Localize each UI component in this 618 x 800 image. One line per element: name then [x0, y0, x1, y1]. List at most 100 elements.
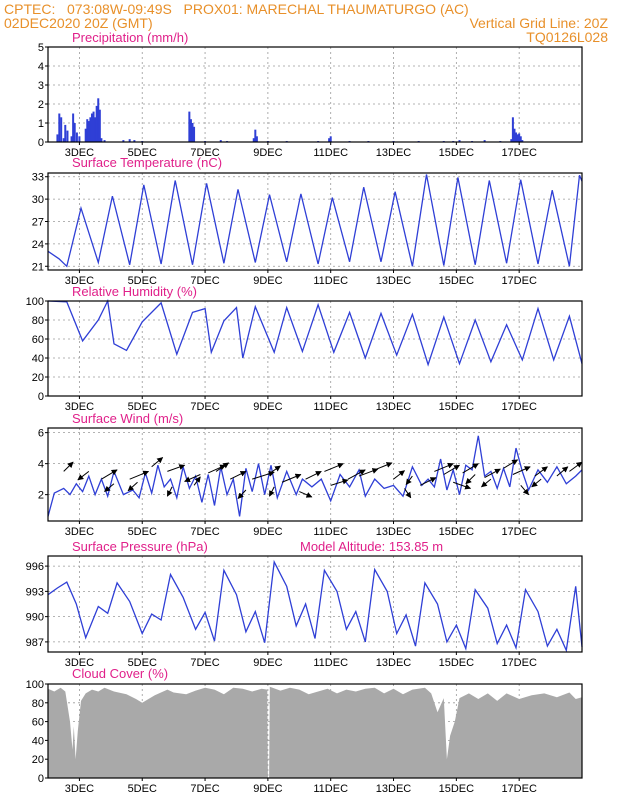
panel-frame — [47, 555, 583, 653]
x-tick-label: 3DEC — [65, 657, 94, 669]
series-line-rh — [47, 298, 583, 367]
precip-bar — [122, 140, 125, 142]
panel-frame — [47, 172, 583, 271]
x-tick-label: 5DEC — [128, 526, 157, 538]
wind-vector-arrow — [324, 462, 344, 472]
header-model-id: TQ0126L028 — [526, 29, 608, 45]
x-tick-label: 13DEC — [376, 657, 412, 669]
wind-vector-arrow — [193, 476, 201, 486]
precip-bar — [73, 123, 76, 142]
x-tick-label: 9DEC — [253, 275, 282, 287]
wind-vector-arrow — [374, 462, 393, 471]
x-tick-label: 17DEC — [501, 401, 537, 413]
wind-vector-arrow — [465, 474, 476, 485]
x-tick-label: 3DEC — [65, 783, 94, 795]
x-tick-label: 17DEC — [501, 657, 537, 669]
wind-vector-arrow — [534, 466, 548, 477]
precip-bar — [95, 105, 98, 142]
x-tick-label: 5DEC — [128, 401, 157, 413]
precip-bar — [252, 138, 255, 142]
precip-bar — [100, 138, 103, 142]
y-tick-label: 21 — [32, 261, 44, 273]
y-tick-label: 100 — [26, 296, 44, 308]
precip-bar — [62, 138, 65, 142]
y-tick-label: 1 — [38, 118, 44, 130]
x-tick-label: 7DEC — [190, 401, 219, 413]
precip-bar — [188, 111, 191, 142]
precip-bar — [78, 136, 81, 142]
y-tick-label: 0 — [38, 773, 44, 785]
y-tick-label: 60 — [32, 717, 44, 729]
precip-bar — [94, 117, 97, 142]
y-tick-label: 20 — [32, 372, 44, 384]
header-grid-line: Vertical Grid Line: 20Z — [469, 15, 608, 31]
y-tick-label: 40 — [32, 353, 44, 365]
panel-title-wind: Surface Wind (m/s) — [72, 411, 183, 426]
wind-vector-arrow — [267, 465, 281, 475]
precip-bar — [86, 119, 89, 142]
precip-bar — [58, 113, 61, 142]
precip-bar — [97, 98, 100, 142]
y-tick-label: 987 — [26, 637, 44, 649]
panel-wind: Surface Wind (m/s) 2 4 6 3DEC 5DEC 7DEC 9DEC 11D… — [38, 411, 583, 538]
wind-vector-arrow — [281, 473, 302, 483]
wind-vector-arrow — [512, 466, 531, 475]
precip-bar — [64, 124, 67, 142]
precip-bar — [72, 113, 75, 142]
y-tick-label: 24 — [32, 239, 44, 251]
wind-vector-arrow — [481, 478, 492, 488]
precip-bar — [56, 134, 59, 142]
x-tick-label: 5DEC — [128, 657, 157, 669]
panel-pres: Surface Pressure (hPa) Model Altitude: 15… — [26, 539, 583, 669]
wind-vector-arrow — [63, 461, 74, 472]
header-station: CPTEC: 073:08W-09:49S PROX01: MARECHAL T… — [4, 1, 469, 17]
x-tick-label: 15DEC — [439, 401, 475, 413]
y-tick-label: 4 — [38, 61, 44, 73]
wind-vector-arrow — [443, 464, 461, 475]
precip-bar — [254, 129, 257, 142]
x-tick-label: 13DEC — [376, 147, 412, 159]
precip-bar — [84, 128, 87, 142]
panel-frame — [47, 427, 583, 522]
wind-vector-arrow — [520, 485, 529, 496]
wind-vector-arrow — [393, 470, 405, 480]
x-tick-label: 15DEC — [439, 147, 475, 159]
x-tick-label: 9DEC — [253, 783, 282, 795]
x-tick-label: 15DEC — [439, 657, 475, 669]
precip-bar — [90, 113, 93, 142]
precip-bar — [133, 140, 136, 142]
precip-bar — [519, 136, 522, 142]
panel-frame — [47, 300, 583, 397]
x-tick-label: 7DEC — [190, 526, 219, 538]
precip-bar — [329, 136, 332, 142]
y-tick-label: 2 — [38, 99, 44, 111]
precip-bar — [521, 140, 524, 142]
precip-bar — [510, 139, 513, 142]
wind-vector-arrow — [531, 478, 542, 488]
wind-vector-arrow — [347, 469, 366, 480]
series-line-pres — [47, 559, 583, 653]
x-tick-label: 17DEC — [501, 275, 537, 287]
y-tick-label: 80 — [32, 315, 44, 327]
x-tick-label: 11DEC — [313, 657, 348, 669]
precip-bar — [193, 126, 196, 142]
x-tick-label: 9DEC — [253, 657, 282, 669]
precip-bar — [191, 123, 194, 142]
x-tick-label: 7DEC — [190, 657, 219, 669]
wind-vector-arrow — [104, 483, 115, 492]
x-tick-label: 9DEC — [253, 147, 282, 159]
wind-vector-arrow — [434, 462, 454, 472]
x-tick-label: 11DEC — [313, 526, 348, 538]
wind-vector-arrow — [569, 461, 583, 472]
wind-vector-arrow — [420, 477, 437, 486]
panel-annotation-pres: Model Altitude: 153.85 m — [300, 539, 443, 554]
wind-vector-arrow — [305, 470, 322, 480]
x-tick-label: 15DEC — [439, 275, 475, 287]
y-tick-label: 993 — [26, 586, 44, 598]
precip-bar — [511, 117, 514, 142]
y-tick-label: 80 — [32, 698, 44, 710]
x-tick-label: 11DEC — [313, 147, 348, 159]
y-tick-label: 0 — [38, 137, 44, 149]
panel-temp: Surface Temperature (nC) 21 24 27 30 33 3DEC 5D… — [32, 155, 583, 287]
wind-vector-arrow — [404, 488, 412, 499]
